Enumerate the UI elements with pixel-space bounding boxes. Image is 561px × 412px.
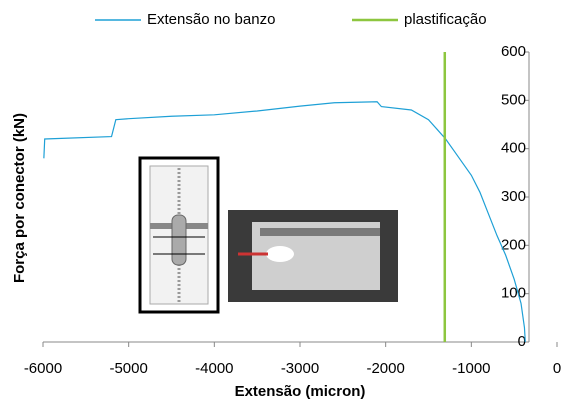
line-series — [43, 101, 526, 343]
x-axis-label: Extensão (micron) — [235, 383, 366, 400]
legend-label: Extensão no banzo — [147, 11, 275, 28]
y-tick-label: 300 — [501, 188, 526, 205]
y-tick-label: 500 — [501, 91, 526, 108]
y-tick-label: 600 — [501, 43, 526, 60]
x-tick-label: -2000 — [366, 360, 404, 377]
y-tick-label: 100 — [501, 285, 526, 302]
x-tick-label: -6000 — [24, 360, 62, 377]
x-tick-label: 0 — [553, 360, 561, 377]
y-tick-label: 400 — [501, 140, 526, 157]
y-tick-label: 0 — [518, 333, 526, 350]
y-axis-label: Força por conector (kN) — [11, 113, 28, 283]
x-tick-label: -4000 — [195, 360, 233, 377]
x-tick-label: -3000 — [281, 360, 319, 377]
x-tick-label: -1000 — [452, 360, 490, 377]
inset-photo — [228, 210, 398, 302]
inset-drawing — [138, 156, 220, 314]
x-tick-label: -5000 — [109, 360, 147, 377]
y-tick-label: 200 — [501, 236, 526, 253]
legend-label: plastificação — [404, 11, 487, 28]
